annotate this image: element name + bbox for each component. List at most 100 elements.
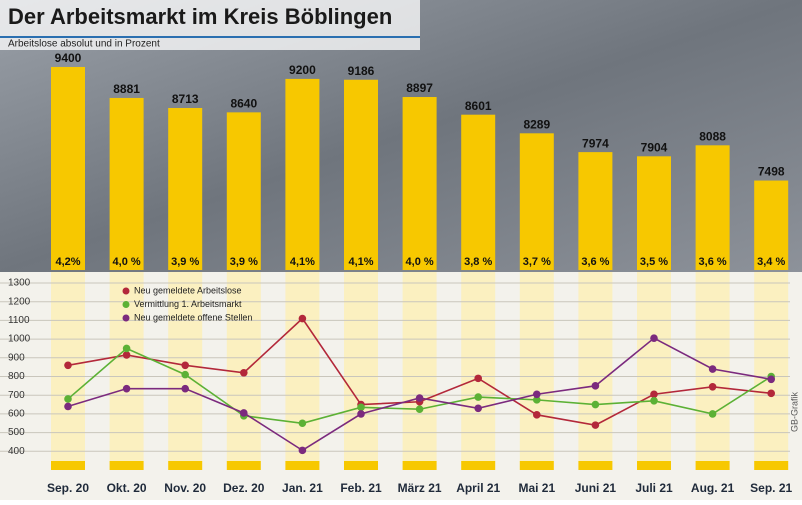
bar: [285, 78, 320, 271]
x-tick-label: Nov. 20: [164, 481, 206, 495]
bar: [578, 152, 613, 270]
bar-value-label: 8088: [699, 129, 726, 143]
category-strip: [637, 461, 671, 470]
x-tick-label: März 21: [398, 481, 442, 495]
x-tick-label: April 21: [456, 481, 500, 495]
x-tick-label: Sep. 21: [750, 481, 792, 495]
rate-label: 4,0 %: [113, 256, 141, 268]
point: [122, 384, 131, 393]
column-stripe: [578, 272, 613, 462]
rate-label: 3,8 %: [464, 256, 492, 268]
bar-value-label: 8713: [172, 92, 199, 106]
bar-value-label: 9400: [55, 51, 82, 65]
title-rule: [0, 36, 420, 38]
point: [533, 411, 541, 419]
rate-label: 4,2%: [55, 256, 80, 268]
point: [591, 421, 600, 429]
chart-title: Der Arbeitsmarkt im Kreis Böblingen: [8, 4, 392, 29]
bar-value-label: 8881: [113, 82, 140, 96]
column-stripe: [754, 272, 789, 462]
y-tick-label: 1200: [8, 296, 31, 307]
point: [240, 409, 248, 417]
column-stripe: [461, 272, 496, 462]
point: [591, 400, 600, 409]
bar-value-label: 7974: [582, 136, 609, 150]
point: [357, 410, 365, 418]
bar-value-label: 7498: [758, 165, 785, 179]
chart-subtitle: Arbeitslose absolut und in Prozent: [8, 39, 160, 50]
x-tick-label: Aug. 21: [691, 481, 735, 495]
rate-label: 4,0 %: [406, 256, 434, 268]
bar-value-label: 9186: [348, 64, 375, 78]
bar: [226, 112, 261, 271]
bar: [51, 66, 85, 270]
rate-label: 3,5 %: [640, 256, 668, 268]
point: [650, 397, 658, 405]
bar: [461, 114, 496, 271]
column-stripe: [519, 272, 554, 462]
rate-label: 3,6 %: [699, 256, 727, 268]
rate-label: 3,7 %: [523, 256, 551, 268]
point: [708, 410, 717, 418]
point: [474, 374, 483, 383]
point: [298, 314, 307, 323]
x-tick-label: Sep. 20: [47, 481, 89, 495]
point: [357, 403, 365, 412]
category-strip: [285, 461, 320, 470]
point: [415, 405, 424, 414]
x-tick-label: Mai 21: [518, 481, 555, 495]
bar: [754, 180, 789, 270]
rate-label: 3,4 %: [757, 256, 785, 268]
category-strip: [461, 461, 496, 470]
point: [767, 375, 775, 384]
y-tick-label: 700: [8, 390, 25, 401]
bar-value-label: 8601: [465, 99, 492, 113]
x-tick-label: Okt. 20: [107, 481, 147, 495]
bar: [519, 133, 554, 270]
point: [122, 344, 131, 353]
category-strip: [578, 461, 613, 470]
point: [533, 390, 541, 399]
rate-label: 3,9 %: [171, 256, 199, 268]
bar-value-label: 8897: [406, 81, 433, 95]
y-tick-label: 500: [8, 427, 25, 438]
rate-label: 3,6 %: [581, 256, 609, 268]
point: [474, 404, 483, 413]
point: [708, 382, 717, 391]
point: [415, 394, 424, 402]
y-tick-label: 400: [8, 446, 25, 457]
category-strip: [226, 461, 261, 470]
bar-value-label: 8289: [523, 117, 550, 131]
x-tick-label: Juli 21: [635, 481, 673, 495]
point: [240, 368, 248, 377]
point: [298, 419, 307, 428]
point: [708, 365, 717, 373]
legend-label: Neu gemeldete Arbeitslose: [134, 285, 242, 295]
credit: GB-Grafik: [789, 391, 799, 432]
x-tick-label: Jan. 21: [282, 481, 323, 495]
category-strip: [168, 461, 203, 470]
point: [650, 390, 658, 399]
column-stripe: [402, 272, 437, 462]
column-stripe: [637, 272, 671, 462]
bar: [168, 107, 203, 270]
point: [181, 361, 189, 370]
x-tick-label: Dez. 20: [223, 481, 265, 495]
point: [122, 351, 131, 359]
y-tick-label: 800: [8, 371, 25, 382]
y-tick-label: 900: [8, 352, 25, 363]
point: [64, 402, 72, 411]
point: [767, 389, 775, 398]
rate-label: 4,1%: [348, 256, 373, 268]
y-tick-label: 1000: [8, 334, 31, 345]
legend-marker: [122, 314, 130, 322]
bar: [109, 97, 144, 271]
point: [181, 370, 189, 379]
legend-label: Vermittlung 1. Arbeitsmarkt: [134, 299, 242, 309]
bar: [344, 79, 378, 271]
category-strip: [344, 461, 378, 470]
bar: [637, 156, 671, 270]
point: [181, 384, 189, 393]
category-strip: [695, 461, 730, 470]
